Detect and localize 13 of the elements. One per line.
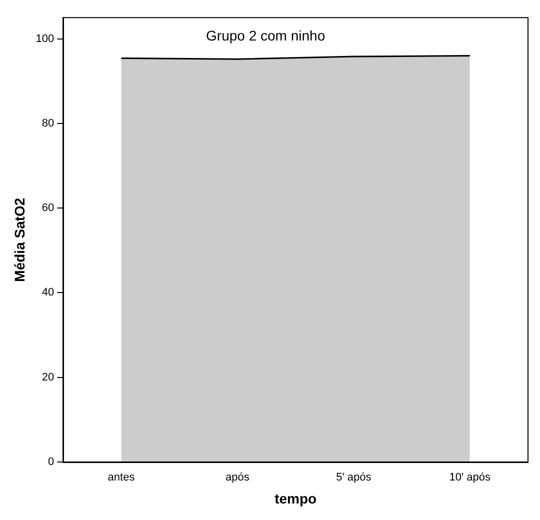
text: Grupo 2 com ninho xyxy=(206,27,326,44)
y-tick-label: 20 xyxy=(42,371,54,384)
x-tick-label: 10' após xyxy=(449,472,492,484)
x-tick-label: antes xyxy=(108,472,136,484)
y-tick-label: 0 xyxy=(48,456,54,468)
y-tick-label: 100 xyxy=(36,32,54,45)
x-axis-title: tempo xyxy=(274,490,317,506)
y-tick-label: 60 xyxy=(42,202,54,214)
x-tick-label: após xyxy=(226,472,250,484)
y-tick-label: 40 xyxy=(42,286,54,299)
y-tick-label: 80 xyxy=(42,117,54,130)
x-tick-label: 5' após xyxy=(336,472,372,484)
y-axis-title: Média SatO2 xyxy=(11,198,28,282)
